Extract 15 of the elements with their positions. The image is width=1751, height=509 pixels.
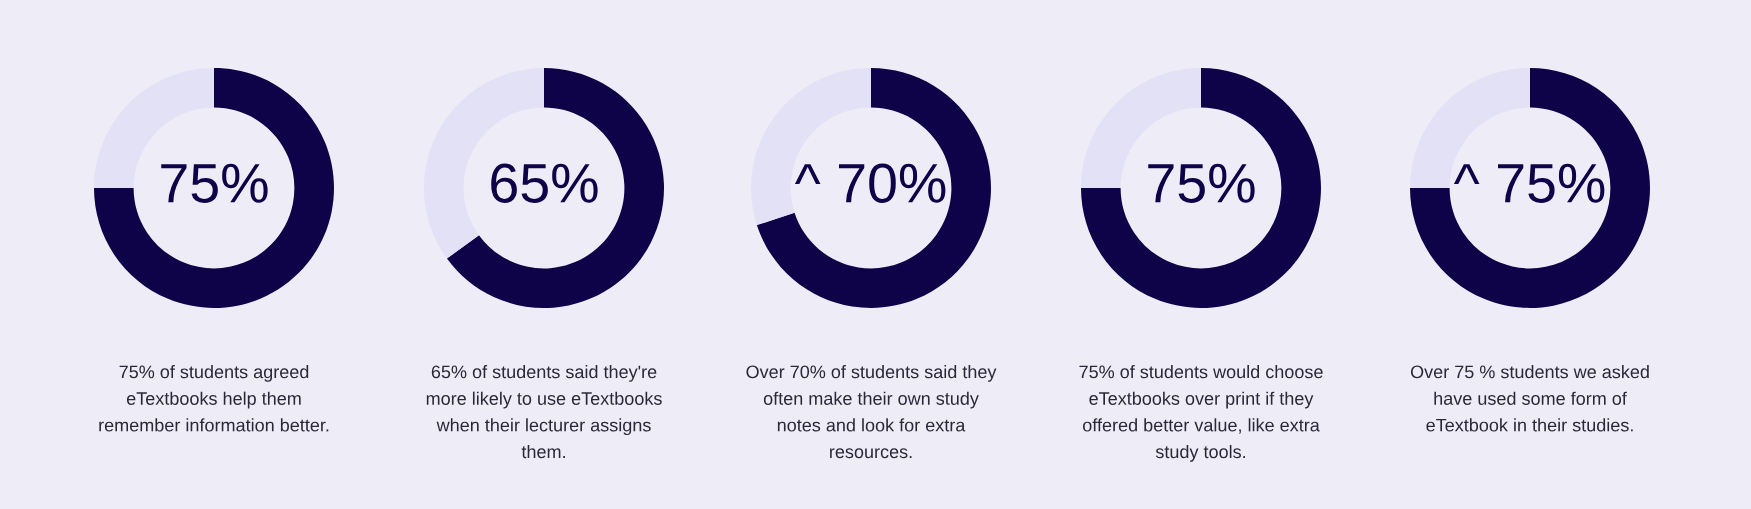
data-label: 75% bbox=[1148, 163, 1255, 203]
text: Over 70% of students said they often make their own study notes and look for extra resources. bbox=[746, 365, 997, 459]
donut-slice bbox=[756, 68, 991, 308]
donut-slice bbox=[94, 68, 334, 308]
donut-slice bbox=[1081, 68, 1321, 308]
donut-slice bbox=[1410, 68, 1650, 308]
data-label: 75% bbox=[161, 163, 268, 203]
data-label: ^ 70% bbox=[794, 163, 946, 203]
donut-slice bbox=[446, 68, 664, 308]
text: 75% of students agreed eTextbooks help them remember information better. bbox=[99, 365, 329, 432]
text: 65% of students said they're more likely to use eTextbooks when their lecturer assigns them. bbox=[426, 365, 662, 459]
data-label: ^ 75% bbox=[1453, 163, 1605, 203]
data-label: 65% bbox=[491, 163, 598, 203]
text: 75% of students would choose eTextbooks over print if they offered better value, like extra study tools. bbox=[1079, 365, 1323, 462]
text: Over 75 % students we asked have used some form of eTextbook in their studies. bbox=[1410, 365, 1649, 432]
